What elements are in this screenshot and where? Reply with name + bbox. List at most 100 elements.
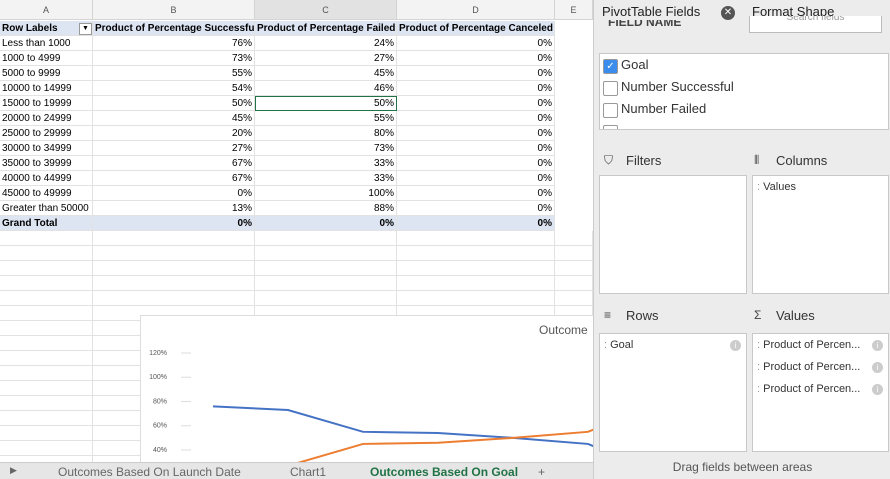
pivot-pane: PivotTable Fields ✕ Format Shape FIELD NAME…	[593, 0, 890, 479]
cell: 0%	[397, 51, 555, 66]
add-sheet-button[interactable]: +	[538, 465, 546, 479]
empty-cell	[397, 276, 555, 291]
area-label: Filters	[626, 153, 662, 168]
cell: 1000 to 4999	[0, 51, 93, 66]
sheet-tab[interactable]: Outcomes Based On Launch Date	[58, 465, 241, 479]
area-label: Values	[776, 308, 815, 323]
empty-cell	[93, 276, 255, 291]
area-icon: ⦀	[754, 153, 760, 167]
empty-cell	[0, 276, 93, 291]
item-label: Product of Percen...	[763, 339, 861, 351]
sheet-tab[interactable]: Outcomes Based On Goal	[370, 465, 519, 479]
cell: 73%	[93, 51, 255, 66]
info-button[interactable]: i	[872, 362, 883, 373]
empty-cell	[255, 291, 397, 306]
cell: 24%	[255, 36, 397, 51]
cell: 46%	[255, 81, 397, 96]
empty-cell	[555, 246, 593, 261]
empty-cell	[0, 261, 93, 276]
empty-cell	[397, 261, 555, 276]
info-button[interactable]: i	[730, 340, 741, 351]
empty-cell	[0, 246, 93, 261]
checkbox[interactable]	[603, 81, 618, 96]
cell: 0%	[397, 81, 555, 96]
cell: 10000 to 14999	[0, 81, 93, 96]
empty-cell	[0, 336, 93, 351]
empty-cell	[0, 456, 93, 462]
area-label: Columns	[776, 153, 828, 168]
cell: 0%	[397, 201, 555, 216]
area-item[interactable]: : Product of Percen...	[757, 383, 861, 395]
column-header: A	[0, 0, 93, 20]
cell: 45%	[255, 66, 397, 81]
header-cell: Product of Percentage Failed	[255, 21, 397, 36]
cell: 0%	[93, 186, 255, 201]
cell: 5000 to 9999	[0, 66, 93, 81]
y-tick-label: 100%	[149, 374, 167, 381]
empty-cell	[0, 441, 93, 456]
cell: 25000 to 29999	[0, 126, 93, 141]
chart: Outcome 40% 60% 80% 100% 120%	[140, 315, 595, 464]
pane-tab[interactable]: Format Shape	[752, 4, 835, 19]
scroll-button[interactable]: ▶	[10, 465, 17, 475]
empty-cell	[0, 231, 93, 246]
cell: 30000 to 34999	[0, 141, 93, 156]
area-icon: Σ	[754, 308, 762, 322]
chart-title: Outcome	[539, 323, 588, 337]
item-label: Product of Percen...	[763, 383, 861, 395]
empty-cell	[93, 261, 255, 276]
empty-cell	[397, 246, 555, 261]
cell: 0%	[397, 171, 555, 186]
column-header: C	[255, 0, 397, 20]
info-button[interactable]: i	[872, 340, 883, 351]
cell: 0%	[397, 111, 555, 126]
cell: Less than 1000	[0, 36, 93, 51]
drop-area	[599, 175, 747, 294]
cell: 0%	[93, 216, 255, 231]
search-box[interactable]: Search fields	[749, 16, 882, 33]
cell: 0%	[397, 156, 555, 171]
area-icon: ≡	[604, 308, 612, 322]
cell: 67%	[93, 156, 255, 171]
info-button[interactable]: i	[872, 384, 883, 395]
cell: 0%	[397, 36, 555, 51]
cell: 0%	[397, 66, 555, 81]
selected-cell	[255, 96, 397, 111]
field-list: ✓ Goal Number Successful Number Failed	[599, 53, 889, 130]
cell: 0%	[397, 186, 555, 201]
cell: Grand Total	[0, 216, 93, 231]
sheet-tab[interactable]: Chart1	[290, 465, 327, 479]
empty-cell	[397, 231, 555, 246]
empty-cell	[0, 351, 93, 366]
cell: 88%	[255, 201, 397, 216]
checkbox[interactable]	[603, 103, 618, 118]
field-label[interactable]: Number Successful	[621, 79, 734, 94]
empty-cell	[0, 426, 93, 441]
cell: 35000 to 39999	[0, 156, 93, 171]
item-label: Product of Percen...	[763, 361, 861, 373]
area-item[interactable]: : Goal	[604, 339, 634, 351]
area-label: Rows	[626, 308, 659, 323]
cell: 20000 to 24999	[0, 111, 93, 126]
cell: 0%	[397, 126, 555, 141]
empty-cell	[0, 291, 93, 306]
empty-cell	[0, 306, 93, 321]
field-label[interactable]: Number Failed	[621, 101, 707, 116]
area-item[interactable]: : Product of Percen...	[757, 361, 861, 373]
checkbox[interactable]: ✓	[603, 59, 618, 74]
y-tick-label: 40%	[153, 447, 167, 454]
area-item[interactable]: : Product of Percen...	[757, 339, 861, 351]
empty-cell	[0, 381, 93, 396]
filter-button[interactable]: ▼	[79, 23, 92, 35]
cell: Greater than 50000	[0, 201, 93, 216]
checkbox[interactable]	[603, 125, 618, 129]
pane-tab[interactable]: PivotTable Fields	[602, 4, 701, 19]
drop-area: : Product of Percen... i : Product of Perc…	[752, 333, 889, 452]
item-label: Goal	[610, 339, 634, 351]
field-label[interactable]: Goal	[621, 57, 649, 72]
area-item[interactable]: : Values	[757, 181, 796, 193]
drop-area: : Goal i	[599, 333, 747, 452]
close-button[interactable]: ✕	[721, 6, 735, 20]
column-header: B	[93, 0, 255, 20]
